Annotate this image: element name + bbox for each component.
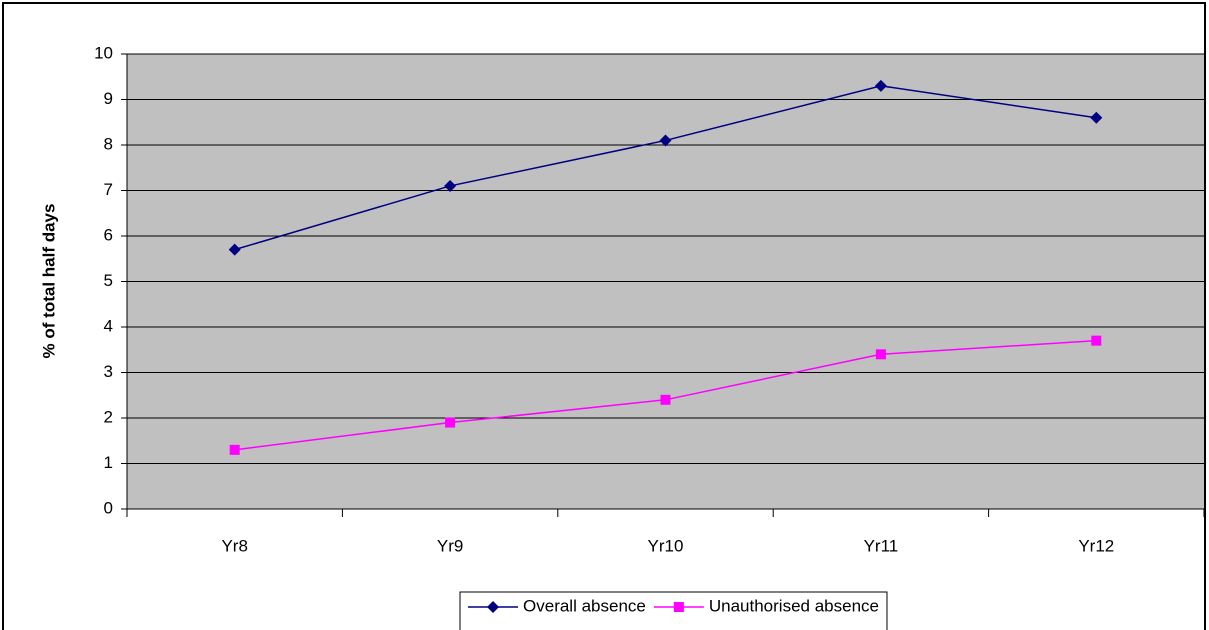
y-tick-label: 7 — [104, 180, 113, 199]
x-tick-label: Yr10 — [648, 536, 684, 555]
data-point — [445, 417, 456, 428]
data-point — [229, 444, 240, 455]
legend-label: Overall absence — [523, 596, 646, 615]
y-tick-label: 1 — [104, 453, 113, 472]
data-point — [659, 134, 672, 147]
y-tick-label: 5 — [104, 271, 113, 290]
x-tick-label: Yr8 — [221, 536, 247, 555]
x-tick-label: Yr11 — [864, 536, 899, 555]
legend-marker — [673, 602, 684, 612]
y-tick-label: 2 — [104, 407, 113, 426]
y-tick-label: 8 — [104, 134, 113, 153]
y-tick-label: 0 — [104, 498, 113, 517]
data-point — [1090, 111, 1103, 124]
y-tick-label: 10 — [94, 43, 113, 62]
y-tick-label: 9 — [104, 89, 113, 108]
y-tick-label: 4 — [104, 316, 113, 335]
x-tick-label: Yr12 — [1078, 536, 1114, 555]
legend-box — [459, 591, 888, 630]
data-point — [444, 179, 457, 192]
data-point — [228, 243, 241, 256]
data-point — [874, 79, 887, 92]
legend: Overall absence Unauthorised absence — [459, 591, 888, 630]
data-point — [875, 349, 886, 360]
data-point — [660, 394, 671, 405]
y-tick-label: 6 — [104, 225, 113, 244]
x-tick-label: Yr9 — [437, 536, 463, 555]
y-tick-label: 3 — [104, 362, 113, 381]
y-axis-label: % of total half days — [39, 204, 58, 359]
data-point — [1091, 335, 1102, 346]
legend-label: Unauthorised absence — [709, 596, 879, 615]
legend-marker — [487, 601, 500, 613]
